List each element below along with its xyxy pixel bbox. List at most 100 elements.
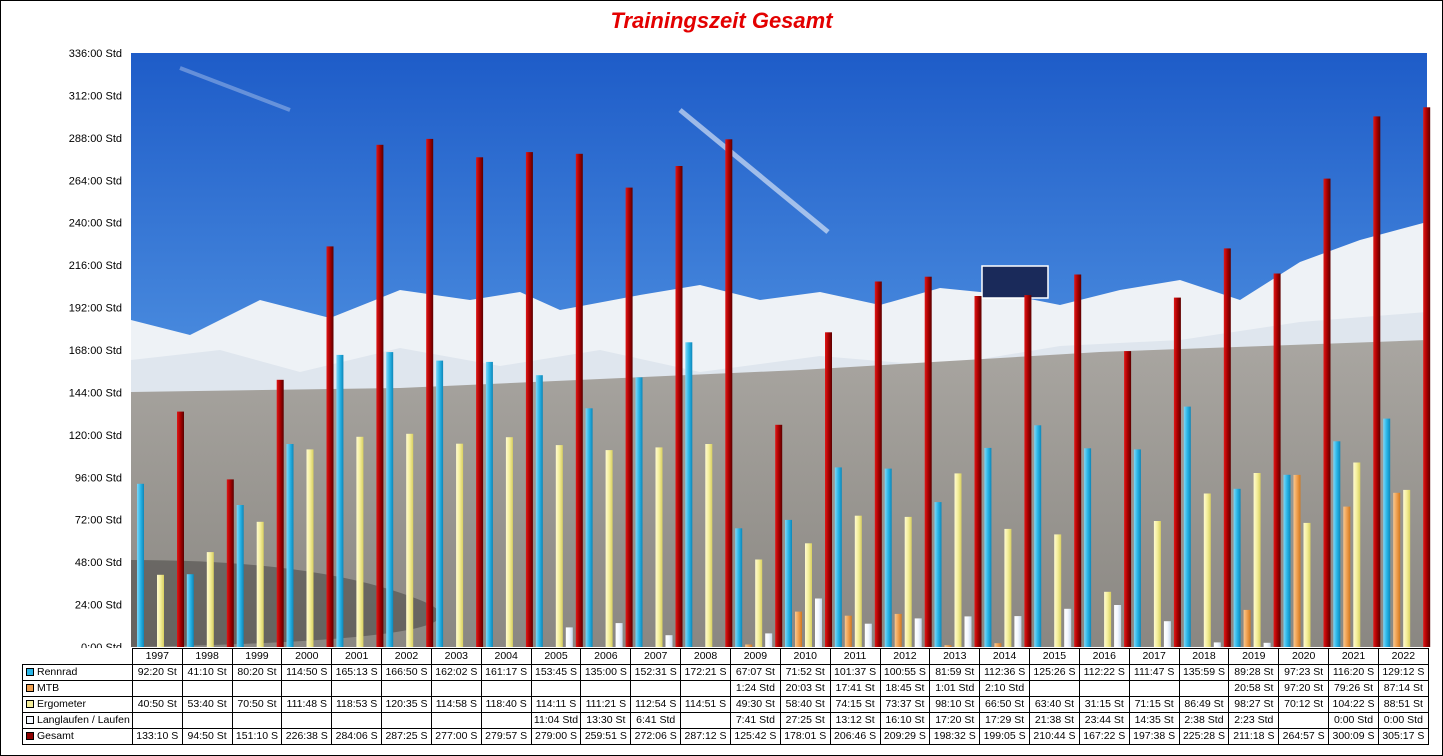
data-label: 81:59 St xyxy=(929,664,981,681)
data-label: 225:28 S xyxy=(1178,728,1230,745)
data-label: 151:10 S xyxy=(231,728,283,745)
data-label xyxy=(181,680,233,697)
data-label: 23:44 St xyxy=(1078,712,1130,729)
bar-gesamt-2012 xyxy=(924,276,932,647)
data-label: 2:10 Std xyxy=(979,680,1031,697)
bar-mtb-2009 xyxy=(745,644,753,647)
bar-rennrad-2021 xyxy=(1333,441,1341,647)
legend-label: Rennrad xyxy=(37,666,78,678)
bar-rennrad-1998 xyxy=(186,574,194,647)
legend-label: MTB xyxy=(37,682,60,694)
data-label xyxy=(630,680,682,697)
x-tick-label: 2002 xyxy=(381,648,432,665)
bar-mtb-2011 xyxy=(844,615,852,647)
legend-label: Langlaufen / Laufen xyxy=(37,714,130,726)
x-tick-label: 2007 xyxy=(630,648,682,665)
bar-ergometer-2020 xyxy=(1303,522,1311,647)
data-label: 80:20 St xyxy=(231,664,283,681)
bar-gesamt-2020 xyxy=(1323,178,1331,647)
bar-gesamt-2000 xyxy=(326,246,334,647)
data-label xyxy=(1178,680,1230,697)
data-label: 287:12 S xyxy=(680,728,731,745)
y-tick-label: 168:00 Std xyxy=(69,345,122,357)
data-label: 20:58 St xyxy=(1228,680,1280,697)
bar-rennrad-2004 xyxy=(485,361,493,647)
x-tick-label: 2010 xyxy=(779,648,831,665)
data-label: 287:25 S xyxy=(381,728,432,745)
data-label: 58:40 St xyxy=(779,696,831,713)
data-label: 153:45 S xyxy=(530,664,582,681)
data-label xyxy=(580,680,632,697)
y-tick-label: 24:00 Std xyxy=(75,600,122,612)
data-label xyxy=(181,712,233,729)
x-tick-label: 2009 xyxy=(729,648,781,665)
data-label: 104:22 S xyxy=(1328,696,1379,713)
data-label: 279:57 S xyxy=(480,728,532,745)
bar-gesamt-2005 xyxy=(575,153,583,648)
bar-rennrad-2017 xyxy=(1133,449,1141,647)
x-tick-label: 2019 xyxy=(1228,648,1280,665)
bar-chart: 0:00 Std 24:00 Std 48:00 Std 72:00 Std 96:00… xyxy=(69,48,1431,648)
bar-ergometer-2012 xyxy=(904,516,912,647)
data-label: 198:32 S xyxy=(929,728,981,745)
chart-title: Trainingszeit Gesamt xyxy=(610,8,833,33)
data-label: 226:38 S xyxy=(281,728,333,745)
bar-langlaufen-laufen-2005 xyxy=(565,627,573,647)
data-label: 70:12 St xyxy=(1278,696,1330,713)
y-tick-label: 72:00 Std xyxy=(75,515,122,527)
data-label: 98:27 St xyxy=(1228,696,1280,713)
data-label: 135:59 S xyxy=(1178,664,1230,681)
bar-ergometer-2001 xyxy=(356,436,364,647)
data-label: 279:00 S xyxy=(530,728,582,745)
bar-ergometer-2014 xyxy=(1004,528,1012,647)
data-label: 272:06 S xyxy=(630,728,682,745)
bar-langlaufen-laufen-2014 xyxy=(1014,616,1022,647)
bar-gesamt-2003 xyxy=(476,157,484,648)
data-label: 197:38 S xyxy=(1128,728,1180,745)
y-tick-label: 120:00 Std xyxy=(69,430,122,442)
bar-rennrad-2008 xyxy=(685,342,693,647)
bar-ergometer-1998 xyxy=(206,552,214,647)
bar-ergometer-2000 xyxy=(306,449,314,647)
data-label xyxy=(381,712,432,729)
data-label: 17:41 St xyxy=(829,680,881,697)
data-label: 114:50 S xyxy=(281,664,333,681)
bar-ergometer-1999 xyxy=(256,521,264,647)
data-label: 41:10 St xyxy=(181,664,233,681)
data-label: 89:28 St xyxy=(1228,664,1280,681)
bar-ergometer-2019 xyxy=(1253,473,1261,647)
bar-gesamt-1998 xyxy=(226,479,234,647)
data-label: 277:00 S xyxy=(430,728,482,745)
legend-entry-langlaufen-laufen: Langlaufen / Laufen xyxy=(22,712,133,729)
data-label: 111:21 S xyxy=(580,696,632,713)
y-tick-label: 216:00 Std xyxy=(69,260,122,272)
bar-mtb-2019 xyxy=(1243,609,1251,647)
data-label: 71:15 St xyxy=(1128,696,1180,713)
data-label: 167:22 S xyxy=(1078,728,1130,745)
data-label xyxy=(680,680,731,697)
bar-ergometer-2009 xyxy=(755,559,763,647)
bar-series xyxy=(137,107,1431,648)
bar-gesamt-2009 xyxy=(775,424,783,647)
data-label: 211:18 S xyxy=(1228,728,1280,745)
table-row-ergometer: Ergometer 40:50 St 53:40 St 70:50 St 111:48 … xyxy=(22,696,1429,713)
data-label xyxy=(530,680,582,697)
x-tick-label: 2006 xyxy=(580,648,632,665)
data-label: 133:10 S xyxy=(131,728,183,745)
bar-gesamt-1999 xyxy=(276,379,284,647)
bar-ergometer-2002 xyxy=(406,433,414,647)
data-label: 92:20 St xyxy=(131,664,183,681)
data-label: 97:23 St xyxy=(1278,664,1330,681)
y-tick-label: 144:00 Std xyxy=(69,387,122,399)
bar-mtb-2012 xyxy=(894,613,902,647)
data-label: 152:31 S xyxy=(630,664,682,681)
bar-gesamt-2013 xyxy=(974,296,982,647)
bar-rennrad-2007 xyxy=(635,377,643,647)
legend-entry-rennrad: Rennrad xyxy=(22,664,133,681)
y-axis: 0:00 Std 24:00 Std 48:00 Std 72:00 Std 96:00… xyxy=(69,48,122,648)
data-label: 114:51 S xyxy=(680,696,731,713)
data-label xyxy=(430,712,482,729)
data-label: 2:23 Std xyxy=(1228,712,1280,729)
data-label xyxy=(430,680,482,697)
data-label: 14:35 St xyxy=(1128,712,1180,729)
